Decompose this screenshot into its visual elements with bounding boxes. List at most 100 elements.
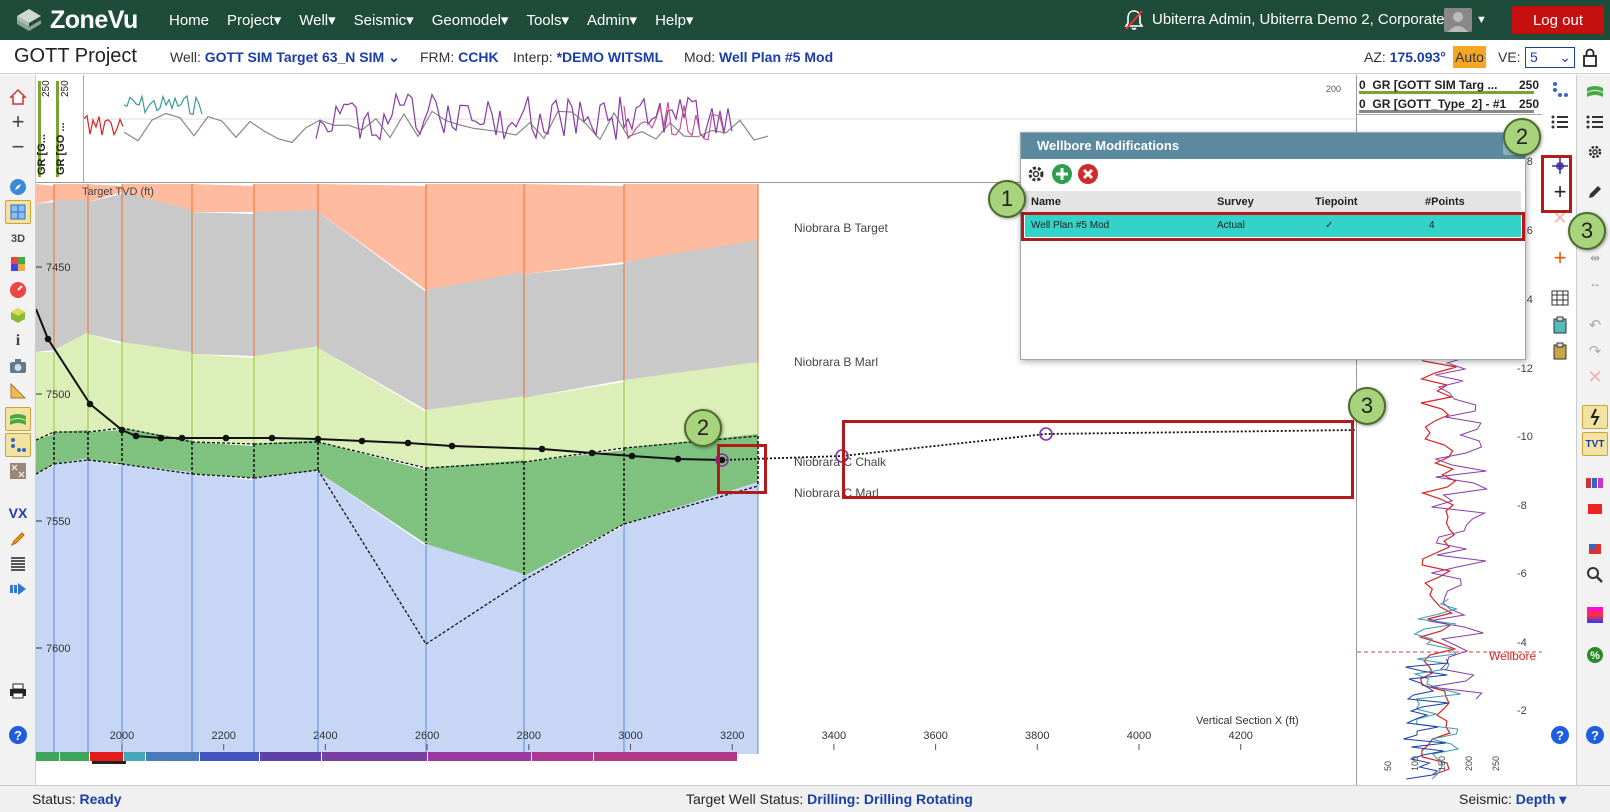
bottom-tick-label: 200: [1464, 756, 1474, 771]
gradient-icon[interactable]: [1582, 603, 1608, 627]
3d-view-icon[interactable]: 3D: [10, 233, 26, 245]
edit-pencil-icon[interactable]: [1582, 180, 1608, 204]
red-rect-icon[interactable]: [1582, 497, 1608, 521]
x-tick-label: 3200: [720, 730, 744, 742]
mod-value[interactable]: Well Plan #5 Mod: [719, 49, 834, 65]
lock-icon[interactable]: [1582, 47, 1598, 70]
split-horizontal-icon[interactable]: ↔: [1589, 276, 1601, 290]
horizon-boundary: [253, 469, 319, 479]
compass-icon[interactable]: [5, 175, 31, 199]
table-icon[interactable]: [1547, 286, 1573, 310]
frm-value[interactable]: CCHK: [458, 49, 499, 65]
layer-cube-icon[interactable]: [5, 303, 31, 327]
split-vertical-icon[interactable]: ⇹: [1589, 251, 1601, 265]
menu-geomodel[interactable]: Geomodel▾: [431, 12, 509, 29]
pencil-icon[interactable]: [5, 527, 31, 551]
print-icon[interactable]: [5, 679, 31, 703]
add-point-icon[interactable]: +: [1553, 179, 1567, 204]
section-view-icon[interactable]: [5, 200, 31, 224]
right-track1-header[interactable]: 0 GR [GOTT SIM Targ ... 250: [1359, 78, 1539, 94]
menu-tools[interactable]: Tools▾: [526, 12, 570, 29]
logout-button[interactable]: Log out: [1512, 6, 1604, 34]
layer-niobrara-b-target: [88, 194, 122, 342]
home-icon[interactable]: [5, 85, 31, 109]
col-points[interactable]: #Points: [1425, 196, 1465, 208]
colorbar-icon[interactable]: [1582, 471, 1608, 495]
notifications-off-icon[interactable]: [1124, 9, 1144, 34]
az-value[interactable]: 175.093°: [1389, 49, 1446, 65]
lines-icon[interactable]: [5, 552, 31, 576]
undo-icon[interactable]: ↶: [1588, 317, 1602, 334]
menu-well[interactable]: Well▾: [299, 12, 336, 29]
dialog-title[interactable]: Wellbore Modifications: [1021, 133, 1525, 159]
col-name[interactable]: Name: [1031, 196, 1061, 208]
survey-point: [588, 449, 596, 457]
grid-colors-icon[interactable]: [5, 252, 31, 276]
menu-seismic[interactable]: Seismic▾: [353, 12, 414, 29]
well-points-icon[interactable]: [5, 433, 31, 457]
target-status-value: Drilling: Drilling Rotating: [807, 791, 973, 807]
horizon-icon[interactable]: [1582, 79, 1608, 103]
row-survey: Actual: [1217, 220, 1245, 231]
gauge-icon[interactable]: [5, 278, 31, 302]
clipboard-copy-icon[interactable]: [1547, 313, 1573, 337]
avatar-dropdown-icon[interactable]: ▼: [1476, 14, 1487, 26]
list-icon[interactable]: [1547, 110, 1573, 134]
avatar[interactable]: [1444, 8, 1472, 32]
menu-home[interactable]: Home: [169, 11, 210, 29]
well-dropdown-icon[interactable]: ⌄: [388, 49, 400, 65]
col-survey[interactable]: Survey: [1217, 196, 1254, 208]
clipboard-paste-icon[interactable]: [1547, 339, 1573, 363]
crosshair-orange-icon[interactable]: +: [1553, 245, 1567, 270]
dialog-add-icon[interactable]: [1051, 163, 1073, 187]
grid-pattern-icon[interactable]: [5, 459, 31, 483]
camera-icon[interactable]: [5, 354, 31, 378]
menu-project[interactable]: Project▾: [227, 12, 282, 29]
interp-label: Interp:: [513, 49, 553, 65]
magnifier-icon[interactable]: [1582, 563, 1608, 587]
survey-point: [674, 455, 682, 463]
right-track1-min: 0: [1359, 78, 1366, 92]
table-row[interactable]: Well Plan #5 Mod Actual ✓ 4: [1025, 215, 1521, 237]
ve-select[interactable]: 5 ⌄: [1525, 47, 1575, 68]
user-name[interactable]: Ubiterra Admin, Ubiterra Demo 2, Corpora…: [1152, 11, 1445, 28]
info-icon[interactable]: i: [15, 332, 21, 349]
layer-niobrara-b-marl: [426, 396, 524, 468]
dialog-settings-icon[interactable]: [1025, 163, 1047, 187]
redo-icon[interactable]: ↷: [1588, 343, 1602, 360]
cross-section-view[interactable]: 7450 7500 7550 7600 Target TVD (ft) 2000 2200 2…: [36, 184, 1356, 784]
seismic-select[interactable]: Depth ▾: [1515, 791, 1567, 807]
bullet-list-icon[interactable]: [1582, 110, 1608, 134]
help-right-icon[interactable]: ?: [1582, 723, 1608, 747]
dialog-delete-icon[interactable]: [1077, 163, 1099, 187]
highlight-box-plan: [842, 420, 1354, 499]
help-inner-icon[interactable]: ?: [1547, 723, 1573, 747]
ruler-icon[interactable]: [5, 379, 31, 403]
zoom-out-icon[interactable]: −: [11, 134, 25, 159]
target-crosshair-icon[interactable]: [1547, 154, 1573, 178]
menu-admin[interactable]: Admin▾: [587, 12, 638, 29]
fault-icon[interactable]: [1582, 405, 1608, 429]
depth-tick-label: -10: [1517, 431, 1533, 443]
help-icon[interactable]: ?: [5, 723, 31, 747]
y-axis-title: Target TVD (ft): [82, 186, 154, 198]
az-auto-button[interactable]: Auto: [1453, 46, 1486, 68]
col-tiepoint[interactable]: Tiepoint: [1315, 196, 1358, 208]
arrow-right-icon[interactable]: [5, 577, 31, 601]
right-track2-header[interactable]: 0 GR [GOTT_Type_2] - #1 250: [1359, 97, 1539, 113]
gear-icon[interactable]: [1582, 140, 1608, 164]
tvt-icon[interactable]: TVT: [1582, 432, 1608, 456]
well-selector[interactable]: GOTT SIM Target 63_N SIM: [204, 49, 385, 65]
points-icon[interactable]: [1547, 78, 1573, 102]
flag-icon[interactable]: [1582, 537, 1608, 561]
menu-help[interactable]: Help▾: [655, 12, 694, 29]
brand-logo[interactable]: ZoneVu: [14, 5, 138, 35]
horizon-layers-icon[interactable]: [5, 407, 31, 431]
highlight-box-tiepoint: [717, 444, 767, 494]
percent-icon[interactable]: %: [1582, 643, 1608, 667]
zoom-in-icon[interactable]: +: [11, 109, 25, 134]
cancel-icon[interactable]: ✕: [1587, 366, 1603, 387]
interp-value[interactable]: *DEMO WITSML: [556, 49, 664, 65]
survey-point: [178, 434, 186, 442]
vx-icon[interactable]: VX: [8, 505, 28, 521]
